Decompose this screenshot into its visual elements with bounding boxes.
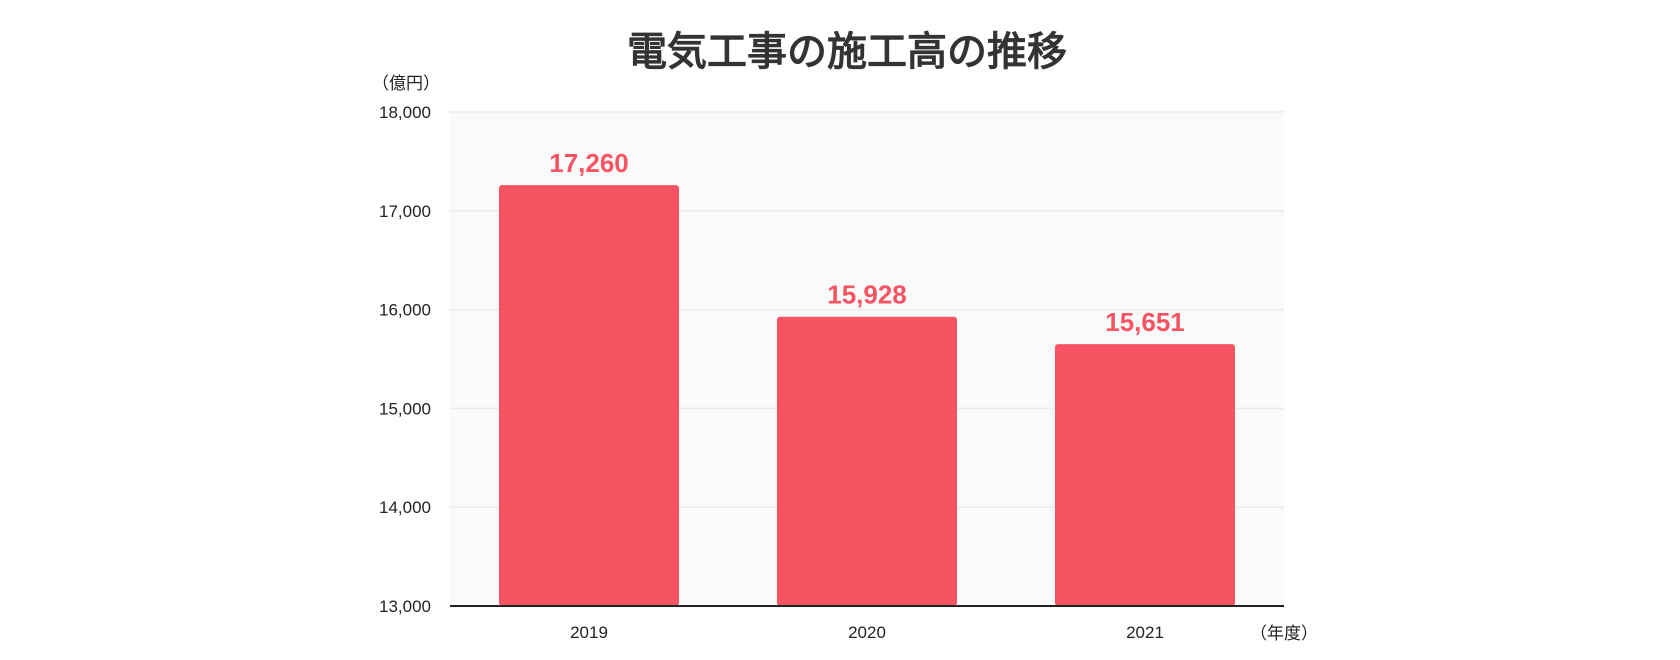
x-axis-unit-label: （年度） (1250, 624, 1318, 644)
bars (499, 185, 1235, 606)
data-label-2021: 15,651 (1105, 307, 1185, 337)
y-tick-label: 15,000 (379, 399, 431, 418)
bar-2021 (1055, 344, 1235, 606)
y-tick-label: 17,000 (379, 202, 431, 221)
y-tick-label: 14,000 (379, 498, 431, 517)
x-tick-label-2020: 2020 (848, 623, 886, 642)
bar-2019 (499, 185, 679, 606)
y-tick-label: 16,000 (379, 301, 431, 320)
data-labels: 17,260 15,928 15,651 (549, 148, 1185, 337)
data-label-2020: 15,928 (827, 280, 907, 310)
y-axis-unit-label: （億円） (372, 74, 440, 94)
y-tick-label: 13,000 (379, 597, 431, 616)
bar-2020 (777, 316, 957, 606)
y-tick-label: 18,000 (379, 103, 431, 122)
x-axis-ticks: 2019 2020 2021 (570, 623, 1164, 642)
x-tick-label-2021: 2021 (1126, 623, 1164, 642)
data-label-2019: 17,260 (549, 148, 629, 178)
y-axis-ticks: 13,000 14,000 15,000 16,000 17,000 18,000 (379, 103, 431, 616)
chart-title: 電気工事の施工高の推移 (627, 29, 1067, 75)
x-tick-label-2019: 2019 (570, 623, 608, 642)
